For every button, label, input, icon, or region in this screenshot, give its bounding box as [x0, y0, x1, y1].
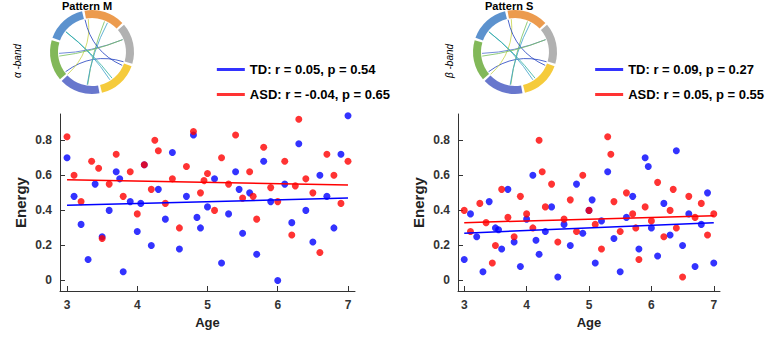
svg-text:3: 3 — [64, 298, 71, 312]
svg-text:0: 0 — [45, 273, 52, 287]
svg-text:7: 7 — [710, 298, 717, 312]
svg-text:4: 4 — [523, 298, 530, 312]
svg-text:7: 7 — [345, 298, 352, 312]
svg-text:4: 4 — [134, 298, 141, 312]
svg-text:0.8: 0.8 — [35, 133, 52, 147]
svg-text:5: 5 — [586, 298, 593, 312]
svg-text:0.2: 0.2 — [35, 238, 52, 252]
svg-text:0.6: 0.6 — [35, 168, 52, 182]
svg-text:ASD: r = -0.04, p = 0.65: ASD: r = -0.04, p = 0.65 — [250, 87, 390, 102]
svg-text:0.8: 0.8 — [433, 133, 450, 147]
svg-text:0.6: 0.6 — [433, 168, 450, 182]
svg-text:Pattern M: Pattern M — [62, 0, 112, 12]
svg-text:0.4: 0.4 — [433, 203, 450, 217]
svg-text:Energy: Energy — [12, 176, 29, 228]
svg-text:Age: Age — [577, 315, 602, 330]
svg-text:Pattern S: Pattern S — [485, 0, 533, 12]
svg-text:Age: Age — [195, 315, 220, 330]
svg-text:TD: r = 0.09, p = 0.27: TD: r = 0.09, p = 0.27 — [628, 62, 754, 77]
svg-text:0: 0 — [443, 273, 450, 287]
svg-text:0.4: 0.4 — [35, 203, 52, 217]
svg-text:TD: r = 0.05, p = 0.54: TD: r = 0.05, p = 0.54 — [250, 62, 376, 77]
svg-text:α -band: α -band — [12, 44, 23, 78]
svg-text:ASD: r = 0.05, p = 0.55: ASD: r = 0.05, p = 0.55 — [628, 87, 764, 102]
svg-text:5: 5 — [204, 298, 211, 312]
svg-text:3: 3 — [461, 298, 468, 312]
svg-text:6: 6 — [648, 298, 655, 312]
svg-text:β -band: β -band — [444, 43, 455, 79]
svg-text:0.2: 0.2 — [433, 238, 450, 252]
svg-text:Energy: Energy — [410, 176, 427, 228]
svg-text:6: 6 — [274, 298, 281, 312]
